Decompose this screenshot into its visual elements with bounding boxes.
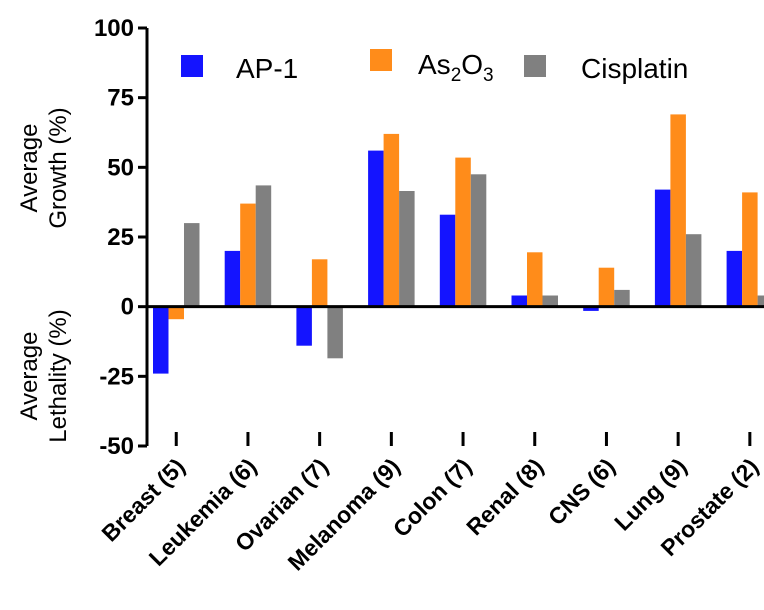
legend-label-ap-1: AP-1 <box>236 53 298 84</box>
y-axis-title-upper-line1: Average <box>16 124 43 213</box>
x-tick-label: Colon (7) <box>388 453 477 542</box>
legend-swatch-as2o3 <box>370 49 392 71</box>
bar-breast-5-cisplatin <box>184 223 200 307</box>
y-tick-label: -25 <box>99 363 134 390</box>
bar-breast-5-as2o3 <box>168 306 184 320</box>
legend-swatch-ap-1 <box>181 55 203 77</box>
y-tick-label: 100 <box>94 15 134 42</box>
bar-renal-8-as2o3 <box>527 252 543 307</box>
y-tick-label: 50 <box>107 154 134 181</box>
y-tick-label: 25 <box>107 224 134 251</box>
bar-prostate-2-ap-1 <box>726 250 743 307</box>
bar-prostate-2-as2o3 <box>742 192 758 307</box>
bar-leukemia-6-cisplatin <box>255 185 272 307</box>
bar-ovarian-7-as2o3 <box>311 259 328 307</box>
y-axis-title-lower-line1: Average <box>16 332 43 421</box>
bar-melanoma-9-ap-1 <box>368 150 384 307</box>
y-tick-label: 0 <box>121 294 134 321</box>
bar-breast-5-ap-1 <box>153 306 169 374</box>
bar-melanoma-9-cisplatin <box>399 191 415 307</box>
bar-lung-9-cisplatin <box>685 234 702 307</box>
bar-melanoma-9-as2o3 <box>383 133 400 307</box>
x-tick-label: CNS (6) <box>543 453 620 530</box>
legend-label-as2o3: As2O3 <box>418 49 494 86</box>
y-tick-label: 75 <box>107 85 134 112</box>
y-tick-label: -50 <box>99 433 134 460</box>
bar-colon-7-ap-1 <box>439 214 456 307</box>
bar-lung-9-as2o3 <box>670 114 686 307</box>
bars-layer <box>153 114 764 374</box>
bar-colon-7-cisplatin <box>470 174 487 307</box>
bar-renal-8-cisplatin <box>542 295 558 307</box>
bar-cns-6-ap-1 <box>583 306 599 311</box>
bar-prostate-2-cisplatin <box>757 295 764 307</box>
bar-ovarian-7-ap-1 <box>296 306 312 346</box>
legend: AP-1 As2O3 Cisplatin <box>181 49 688 86</box>
bar-cns-6-as2o3 <box>598 267 615 307</box>
legend-label-cisplatin: Cisplatin <box>581 53 688 84</box>
bar-leukemia-6-as2o3 <box>240 203 256 307</box>
y-axis-title-lower-line2: Lethality (%) <box>45 309 72 442</box>
y-axis-titles: Average Growth (%) Average Lethality (%) <box>16 107 72 442</box>
y-axis-title-upper-line2: Growth (%) <box>45 107 72 228</box>
bar-renal-8-ap-1 <box>511 295 527 307</box>
bar-leukemia-6-ap-1 <box>224 250 241 307</box>
bar-lung-9-ap-1 <box>654 189 671 307</box>
bar-ovarian-7-cisplatin <box>327 306 343 359</box>
x-tick-label: Renal (8) <box>461 453 548 540</box>
bar-cns-6-cisplatin <box>614 289 630 307</box>
legend-swatch-cisplatin <box>524 55 546 77</box>
bar-colon-7-as2o3 <box>455 157 471 307</box>
